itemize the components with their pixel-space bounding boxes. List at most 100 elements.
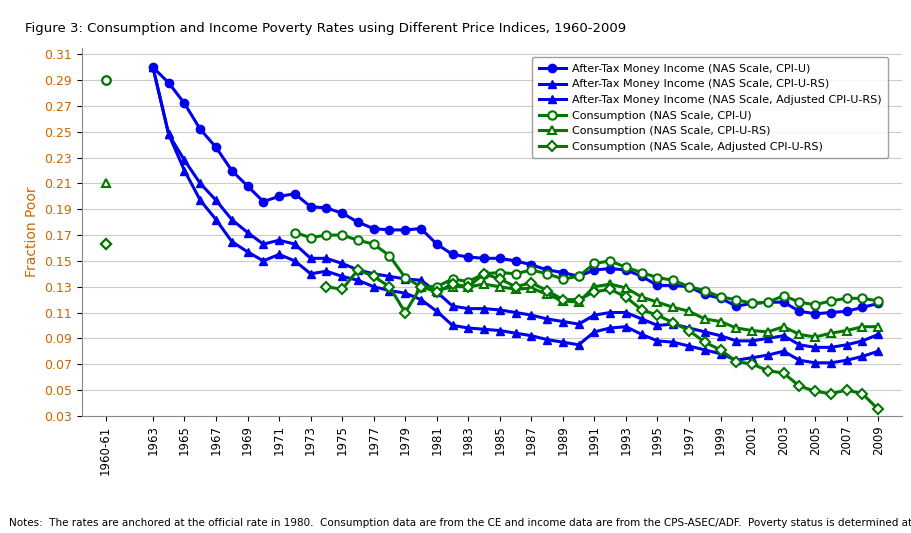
After-Tax Money Income (NAS Scale, CPI-U-RS) (873, 331, 884, 337)
Consumption (NAS Scale, Adjusted CPI-U-RS) (841, 387, 852, 393)
After-Tax Money Income (NAS Scale, CPI-U) (179, 100, 190, 107)
Consumption (NAS Scale, Adjusted CPI-U-RS) (668, 320, 679, 326)
After-Tax Money Income (NAS Scale, CPI-U-RS) (589, 312, 600, 318)
Consumption (NAS Scale, CPI-U-RS) (668, 304, 679, 311)
Consumption (NAS Scale, Adjusted CPI-U-RS) (810, 388, 821, 394)
After-Tax Money Income (NAS Scale, CPI-U) (431, 241, 442, 247)
After-Tax Money Income (NAS Scale, CPI-U) (731, 303, 742, 309)
Consumption (NAS Scale, CPI-U) (384, 253, 395, 259)
Consumption (NAS Scale, Adjusted CPI-U-RS) (636, 306, 647, 313)
After-Tax Money Income (NAS Scale, Adjusted CPI-U-RS) (400, 290, 411, 296)
Consumption (NAS Scale, CPI-U) (542, 271, 553, 277)
After-Tax Money Income (NAS Scale, CPI-U) (747, 300, 758, 306)
Consumption (NAS Scale, CPI-U) (400, 274, 411, 281)
Consumption (NAS Scale, Adjusted CPI-U-RS) (495, 276, 506, 282)
After-Tax Money Income (NAS Scale, CPI-U-RS) (290, 241, 301, 247)
After-Tax Money Income (NAS Scale, Adjusted CPI-U-RS) (510, 330, 521, 336)
After-Tax Money Income (NAS Scale, CPI-U-RS) (558, 318, 568, 325)
After-Tax Money Income (NAS Scale, CPI-U-RS) (321, 255, 332, 262)
Consumption (NAS Scale, CPI-U) (810, 302, 821, 308)
Consumption (NAS Scale, Adjusted CPI-U-RS) (447, 281, 458, 287)
After-Tax Money Income (NAS Scale, CPI-U) (478, 255, 489, 262)
After-Tax Money Income (NAS Scale, CPI-U) (210, 144, 221, 150)
After-Tax Money Income (NAS Scale, CPI-U-RS) (179, 157, 190, 164)
After-Tax Money Income (NAS Scale, CPI-U-RS) (747, 338, 758, 344)
Consumption (NAS Scale, Adjusted CPI-U-RS) (589, 289, 600, 295)
After-Tax Money Income (NAS Scale, CPI-U-RS) (463, 305, 474, 312)
After-Tax Money Income (NAS Scale, CPI-U) (715, 295, 726, 302)
Consumption (NAS Scale, CPI-U-RS) (620, 285, 631, 291)
After-Tax Money Income (NAS Scale, Adjusted CPI-U-RS) (605, 325, 616, 331)
After-Tax Money Income (NAS Scale, CPI-U) (148, 64, 159, 70)
Consumption (NAS Scale, CPI-U) (478, 271, 489, 277)
Consumption (NAS Scale, CPI-U) (620, 264, 631, 271)
Consumption (NAS Scale, CPI-U-RS) (542, 291, 553, 297)
Consumption (NAS Scale, Adjusted CPI-U-RS) (778, 370, 789, 376)
After-Tax Money Income (NAS Scale, Adjusted CPI-U-RS) (273, 251, 284, 257)
Consumption (NAS Scale, Adjusted CPI-U-RS) (431, 289, 442, 295)
After-Tax Money Income (NAS Scale, Adjusted CPI-U-RS) (589, 329, 600, 335)
After-Tax Money Income (NAS Scale, CPI-U) (495, 255, 506, 262)
After-Tax Money Income (NAS Scale, CPI-U) (763, 299, 773, 305)
After-Tax Money Income (NAS Scale, CPI-U-RS) (700, 329, 711, 335)
Consumption (NAS Scale, CPI-U-RS) (495, 284, 506, 290)
Consumption (NAS Scale, Adjusted CPI-U-RS) (558, 296, 568, 303)
After-Tax Money Income (NAS Scale, Adjusted CPI-U-RS) (715, 351, 726, 357)
After-Tax Money Income (NAS Scale, Adjusted CPI-U-RS) (495, 327, 506, 334)
After-Tax Money Income (NAS Scale, CPI-U-RS) (226, 216, 237, 223)
Consumption (NAS Scale, Adjusted CPI-U-RS) (857, 391, 868, 397)
After-Tax Money Income (NAS Scale, Adjusted CPI-U-RS) (857, 353, 868, 360)
Consumption (NAS Scale, CPI-U-RS) (778, 324, 789, 330)
Consumption (NAS Scale, Adjusted CPI-U-RS) (573, 296, 584, 303)
Consumption (NAS Scale, CPI-U) (526, 266, 537, 273)
After-Tax Money Income (NAS Scale, Adjusted CPI-U-RS) (731, 357, 742, 364)
After-Tax Money Income (NAS Scale, Adjusted CPI-U-RS) (747, 354, 758, 361)
After-Tax Money Income (NAS Scale, CPI-U-RS) (415, 277, 426, 284)
Consumption (NAS Scale, CPI-U) (415, 284, 426, 290)
After-Tax Money Income (NAS Scale, CPI-U) (526, 262, 537, 268)
After-Tax Money Income (NAS Scale, Adjusted CPI-U-RS) (337, 273, 348, 280)
After-Tax Money Income (NAS Scale, CPI-U-RS) (526, 312, 537, 318)
After-Tax Money Income (NAS Scale, CPI-U-RS) (731, 338, 742, 344)
After-Tax Money Income (NAS Scale, CPI-U) (794, 308, 805, 314)
Consumption (NAS Scale, Adjusted CPI-U-RS) (652, 312, 663, 318)
After-Tax Money Income (NAS Scale, CPI-U-RS) (273, 237, 284, 244)
After-Tax Money Income (NAS Scale, CPI-U) (700, 291, 711, 297)
After-Tax Money Income (NAS Scale, CPI-U-RS) (825, 344, 836, 351)
Consumption (NAS Scale, CPI-U) (290, 229, 301, 236)
Consumption (NAS Scale, CPI-U) (368, 241, 379, 247)
Consumption (NAS Scale, CPI-U) (337, 232, 348, 238)
Consumption (NAS Scale, Adjusted CPI-U-RS) (605, 286, 616, 293)
After-Tax Money Income (NAS Scale, CPI-U) (652, 282, 663, 288)
After-Tax Money Income (NAS Scale, CPI-U) (226, 167, 237, 174)
After-Tax Money Income (NAS Scale, CPI-U-RS) (337, 260, 348, 266)
After-Tax Money Income (NAS Scale, CPI-U) (463, 254, 474, 260)
After-Tax Money Income (NAS Scale, Adjusted CPI-U-RS) (700, 347, 711, 353)
After-Tax Money Income (NAS Scale, CPI-U) (668, 282, 679, 288)
Consumption (NAS Scale, CPI-U) (873, 298, 884, 304)
Consumption (NAS Scale, CPI-U-RS) (589, 284, 600, 290)
After-Tax Money Income (NAS Scale, CPI-U-RS) (431, 289, 442, 295)
After-Tax Money Income (NAS Scale, Adjusted CPI-U-RS) (210, 216, 221, 223)
Consumption (NAS Scale, Adjusted CPI-U-RS) (526, 280, 537, 286)
After-Tax Money Income (NAS Scale, Adjusted CPI-U-RS) (778, 348, 789, 354)
After-Tax Money Income (NAS Scale, Adjusted CPI-U-RS) (321, 268, 332, 274)
Consumption (NAS Scale, CPI-U-RS) (747, 327, 758, 334)
Consumption (NAS Scale, Adjusted CPI-U-RS) (683, 327, 694, 334)
Consumption (NAS Scale, CPI-U-RS) (526, 285, 537, 291)
Legend: After-Tax Money Income (NAS Scale, CPI-U), After-Tax Money Income (NAS Scale, CP: After-Tax Money Income (NAS Scale, CPI-U… (532, 57, 888, 158)
After-Tax Money Income (NAS Scale, CPI-U-RS) (258, 241, 269, 247)
Line: After-Tax Money Income (NAS Scale, CPI-U-RS): After-Tax Money Income (NAS Scale, CPI-U… (148, 63, 883, 352)
After-Tax Money Income (NAS Scale, Adjusted CPI-U-RS) (526, 333, 537, 339)
After-Tax Money Income (NAS Scale, CPI-U) (605, 265, 616, 272)
Consumption (NAS Scale, CPI-U-RS) (683, 308, 694, 314)
After-Tax Money Income (NAS Scale, CPI-U) (778, 299, 789, 305)
After-Tax Money Income (NAS Scale, CPI-U) (683, 284, 694, 290)
Line: Consumption (NAS Scale, CPI-U-RS): Consumption (NAS Scale, CPI-U-RS) (417, 280, 883, 341)
After-Tax Money Income (NAS Scale, Adjusted CPI-U-RS) (825, 360, 836, 366)
Consumption (NAS Scale, Adjusted CPI-U-RS) (873, 406, 884, 413)
After-Tax Money Income (NAS Scale, CPI-U-RS) (447, 303, 458, 309)
Consumption (NAS Scale, Adjusted CPI-U-RS) (747, 361, 758, 367)
After-Tax Money Income (NAS Scale, CPI-U) (810, 311, 821, 317)
After-Tax Money Income (NAS Scale, CPI-U-RS) (778, 333, 789, 339)
